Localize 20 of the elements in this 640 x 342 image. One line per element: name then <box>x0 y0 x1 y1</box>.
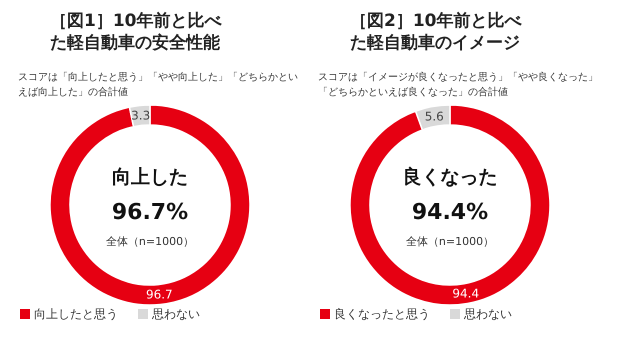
legend-label: 向上したと思う <box>34 307 118 321</box>
text: 94.4% <box>412 200 488 225</box>
donut-slice <box>49 104 251 306</box>
chart-title: ［図2］10年前と比べた軽自動車のイメージ <box>350 11 522 53</box>
chart-title: ［図1］10年前と比べた軽自動車の安全性能 <box>50 11 222 53</box>
data-label: 94.4 <box>452 286 480 301</box>
text: 全体（n=1000） <box>106 235 194 248</box>
data-label: 96.7 <box>146 288 173 302</box>
legend-label: 良くなったと思う <box>334 307 430 321</box>
text: スコアは「イメージが良くなったと思う」「やや良くなった」「どちらかといえば良くなった」の合計値 <box>318 71 598 98</box>
text: スコアは「向上したと思う」「やや向上した」「どちらかといえば向上した」の合計値 <box>18 71 298 98</box>
text: 96.7% <box>112 200 188 225</box>
data-label: 5.6 <box>424 109 444 124</box>
donut-slice <box>349 104 551 306</box>
text: 全体（n=1000） <box>406 235 494 248</box>
text: 良くなった <box>402 166 498 188</box>
legend-label: 思わない <box>151 307 200 321</box>
text: 向上した <box>112 166 188 188</box>
data-label: 3.3 <box>131 108 150 122</box>
legend-label: 思わない <box>463 307 512 321</box>
